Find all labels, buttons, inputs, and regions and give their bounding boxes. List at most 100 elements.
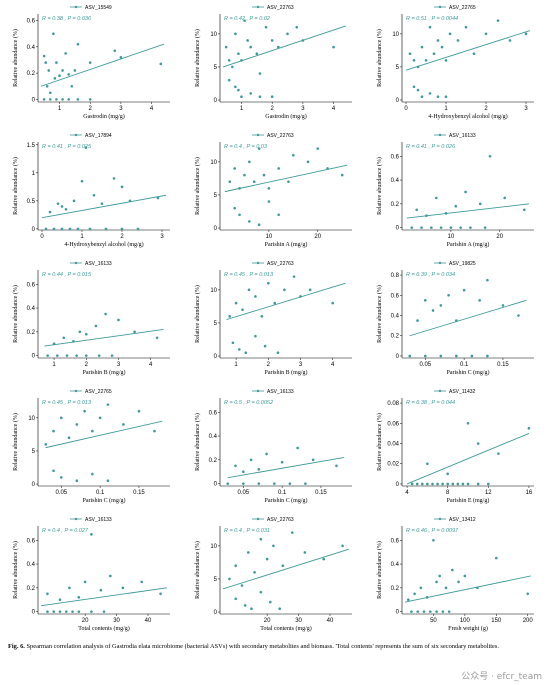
legend: ASV_16133 [70, 261, 112, 267]
data-point [444, 212, 448, 215]
data-point [272, 544, 275, 548]
y-tick-label: 0.2 [27, 71, 36, 77]
legend-point-marker [438, 261, 442, 265]
data-point [463, 574, 467, 578]
x-tick-label: 2 [120, 234, 124, 240]
data-point [234, 464, 237, 468]
data-point [267, 200, 271, 203]
data-point [428, 610, 432, 613]
data-point [228, 315, 231, 318]
data-point [408, 52, 412, 55]
data-point [91, 429, 94, 433]
data-point [316, 147, 320, 150]
data-point [466, 482, 470, 486]
correlation-stats: R = 0.38 , P = 0.044 [406, 400, 455, 406]
data-point [76, 98, 80, 101]
legend-label: ASV_22763 [267, 5, 294, 11]
regression-line [223, 548, 349, 590]
legend-label: ASV_17894 [85, 133, 112, 139]
scatter-panel-5: ASV_22763 0 5 10 10 20 Parishin A (mg/g) Relati… [190, 128, 360, 256]
data-point [241, 308, 244, 311]
data-point [441, 482, 444, 486]
x-tick-label: 0 [40, 234, 44, 240]
data-point [487, 482, 490, 486]
data-point [281, 564, 285, 567]
data-point [241, 470, 245, 474]
legend: ASV_17894 [70, 133, 112, 139]
data-point [71, 610, 74, 613]
data-point [97, 354, 101, 357]
data-point [412, 85, 416, 89]
y-tick-label: 0 [32, 610, 36, 616]
data-point [140, 580, 144, 584]
data-point [59, 476, 63, 479]
legend: ASV_13412 [434, 517, 476, 523]
data-point [70, 84, 74, 88]
data-point [459, 226, 462, 229]
scatter-plot-svg: ASV_16133 0 0.2 0.4 0.6 0.05 0.1 0.15 Parishin C… [194, 389, 352, 504]
legend-label: ASV_16133 [85, 261, 112, 267]
x-tick-label: 16 [526, 490, 533, 496]
legend-point-marker [74, 5, 78, 9]
x-tick-label: 0.05 [55, 490, 67, 496]
data-point [243, 604, 247, 607]
correlation-stats: R = 0.45 , P = 0.013 [42, 400, 92, 406]
y-tick-label: 0.2 [391, 202, 400, 208]
data-point [446, 482, 449, 486]
legend-label: ASV_16133 [85, 517, 112, 523]
data-point [91, 472, 94, 476]
regression-line [222, 25, 347, 68]
data-point [59, 416, 63, 420]
data-point [44, 443, 48, 446]
data-point [322, 557, 326, 561]
y-tick-label: 0 [214, 226, 218, 232]
x-tick-label: 10 [266, 234, 273, 240]
x-tick-label: 0.05 [237, 490, 249, 496]
x-tick-label: 0.1 [96, 490, 105, 496]
y-tick-label: 0.08 [387, 401, 399, 407]
data-point [450, 568, 454, 572]
scatter-plot-svg: ASV_22765 0 5 10 0 1 2 3 4-Hydroxybenzyl alcohol… [376, 5, 534, 120]
y-axis-title: Relative abundance (%) [376, 157, 383, 215]
y-tick-label: 5 [214, 577, 218, 583]
y-axis-title: Relative abundance (%) [194, 541, 201, 599]
legend-label: ASV_22765 [449, 5, 476, 11]
data-point [448, 32, 452, 36]
data-point [234, 597, 238, 601]
data-point [419, 586, 423, 590]
y-tick-label: 0.4 [27, 562, 36, 568]
y-tick-label: 0.2 [27, 586, 36, 592]
data-point [331, 301, 334, 305]
data-point [260, 315, 264, 318]
data-point [266, 281, 270, 285]
data-point [288, 482, 292, 485]
data-point [527, 427, 531, 430]
data-point [249, 92, 252, 95]
data-point [464, 190, 467, 194]
data-point [413, 592, 416, 596]
data-point [136, 227, 140, 231]
data-point [119, 56, 123, 59]
data-point [230, 65, 234, 69]
data-point [102, 610, 106, 613]
data-point [72, 199, 76, 203]
data-point [90, 533, 93, 536]
y-tick-label: 0 [396, 226, 400, 232]
y-axis-title: Relative abundance (%) [194, 285, 201, 343]
x-tick-label: 0.05 [419, 362, 431, 368]
watermark: 公众号 · efcr_team [461, 672, 542, 682]
data-point [249, 458, 253, 462]
data-point [436, 39, 440, 42]
data-point [447, 293, 450, 297]
y-tick-label: 0.4 [391, 562, 400, 568]
data-point [68, 227, 72, 231]
data-point [60, 205, 64, 208]
legend-point-marker [438, 5, 442, 9]
legend-point-marker [256, 389, 260, 393]
y-tick-label: 5 [214, 321, 218, 327]
x-tick-label: 2 [85, 362, 89, 368]
scatter-panel-9: ASV_19825 0 0.2 0.4 0.6 0.8 0.05 0.1 0.15 Parishi… [372, 256, 542, 384]
data-point [439, 304, 443, 307]
data-point [280, 460, 284, 464]
x-tick-label: 4 [332, 106, 336, 112]
